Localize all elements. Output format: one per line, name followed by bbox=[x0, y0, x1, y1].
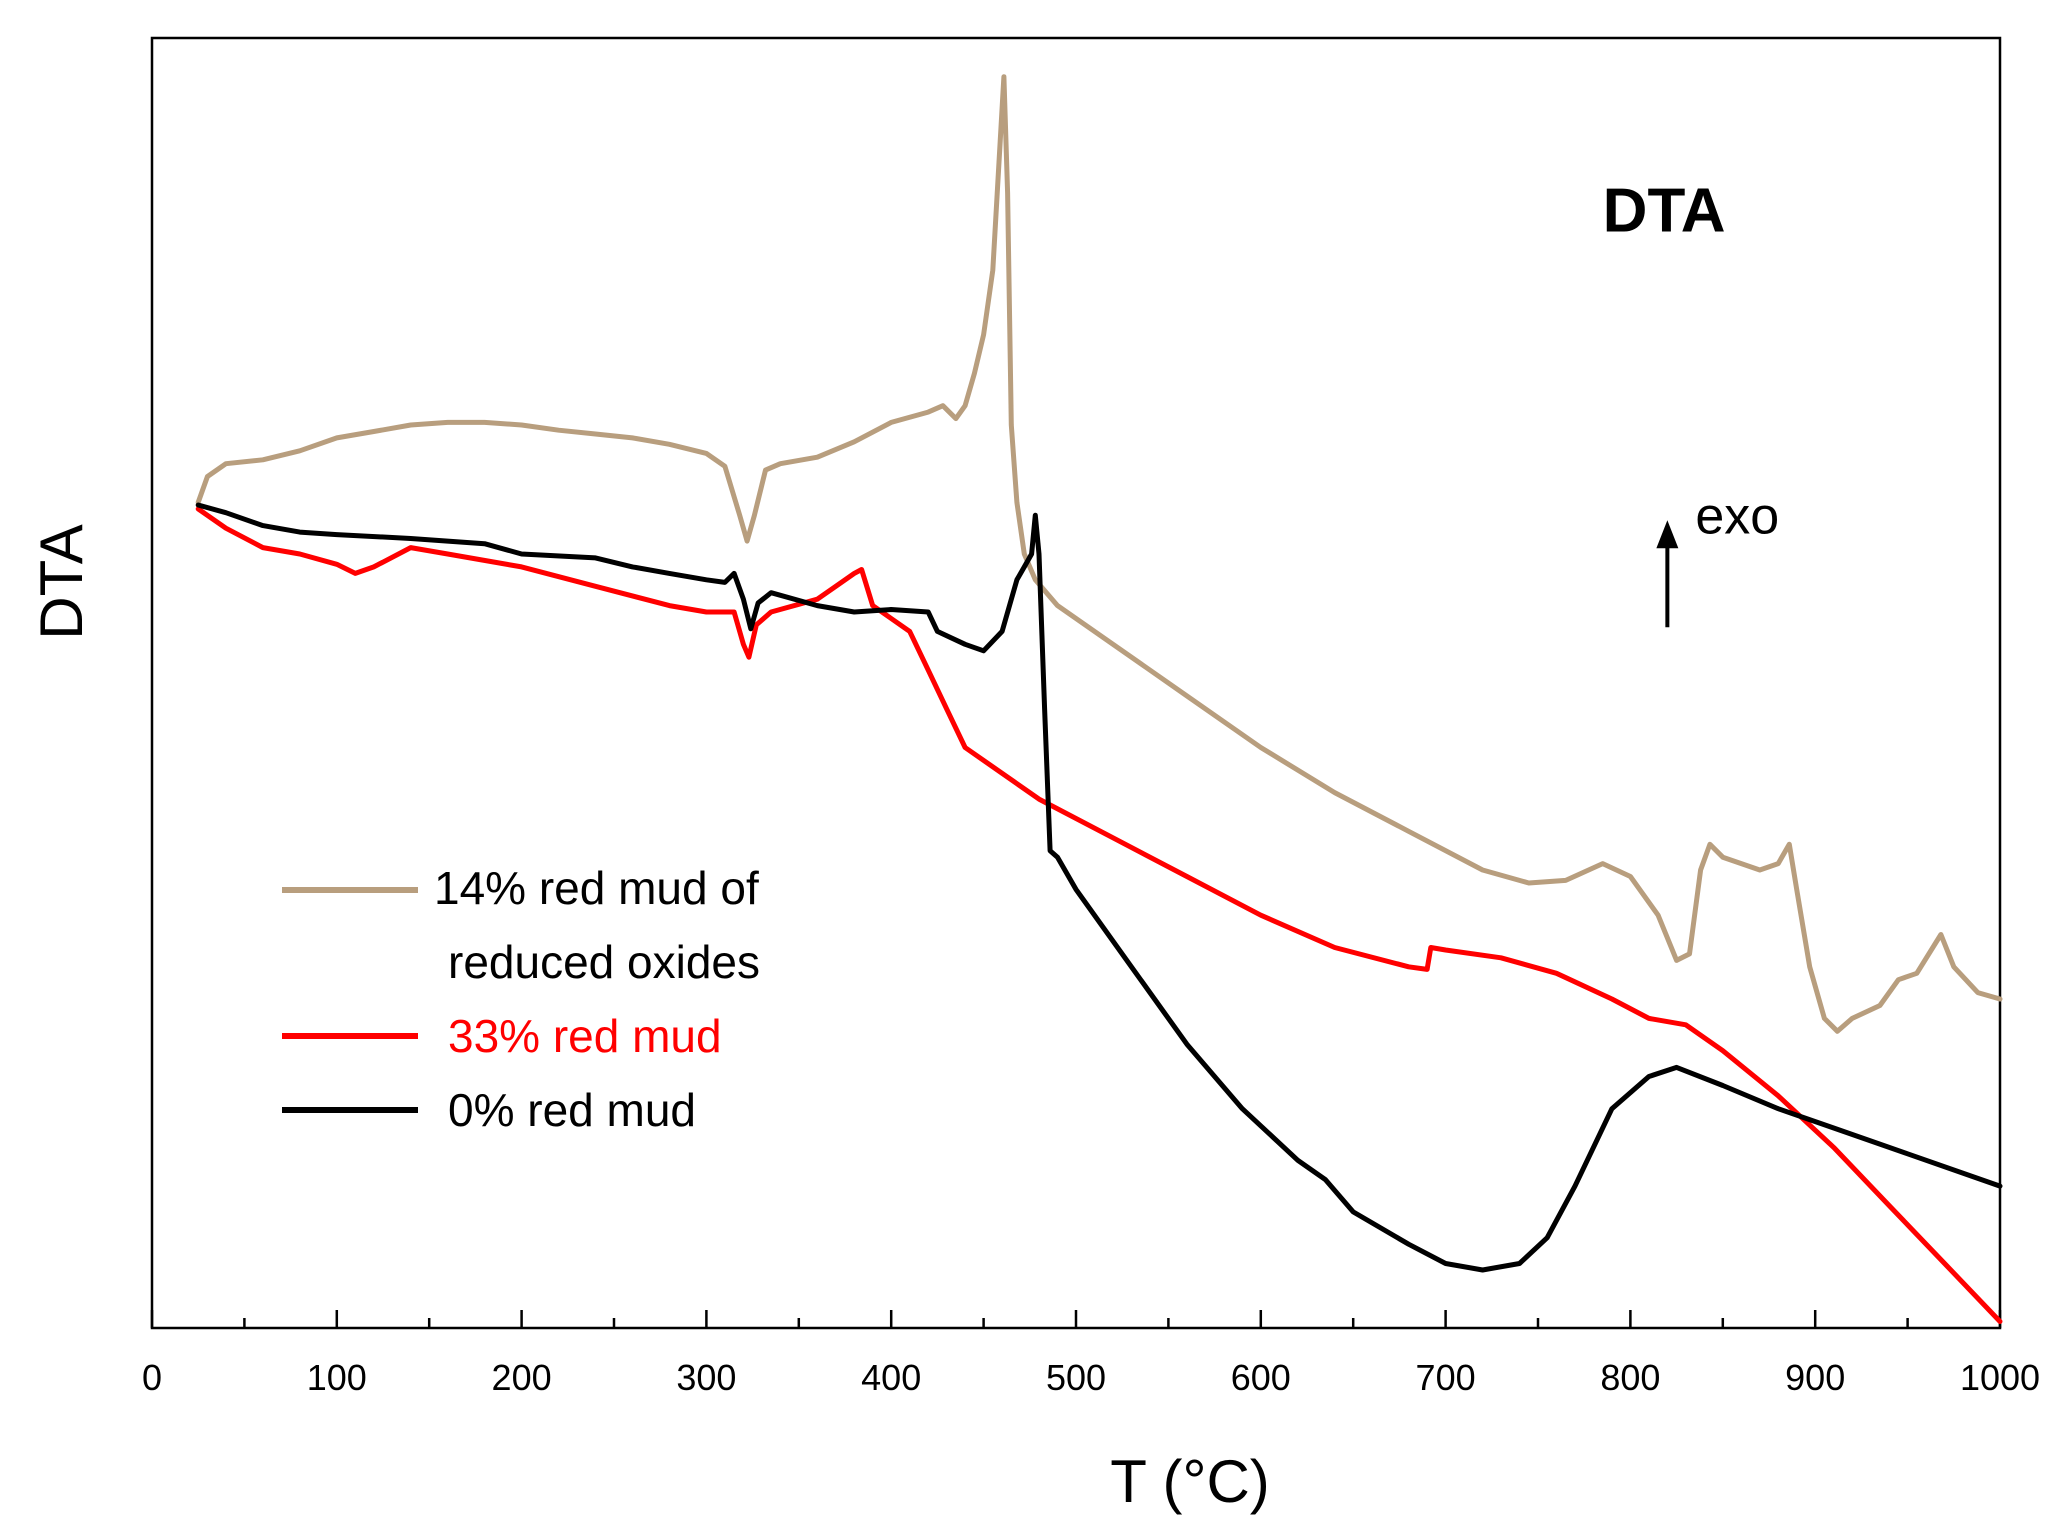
legend: 14% red mud of reduced oxides 33% red mud 0… bbox=[282, 862, 760, 1136]
legend-label-2: 33% red mud bbox=[448, 1010, 722, 1062]
x-tick-label: 100 bbox=[307, 1357, 367, 1398]
series-line-1 bbox=[195, 74, 2003, 1034]
series-line-3 bbox=[195, 502, 2003, 1273]
x-tick-label: 200 bbox=[492, 1357, 552, 1398]
x-axis-tick-labels: 0 100 200 300 400 500 600 700 800 900 1000 bbox=[142, 1357, 2040, 1398]
y-axis-title: DTA bbox=[28, 524, 95, 640]
x-tick-label: 1000 bbox=[1960, 1357, 2040, 1398]
x-tick-label: 300 bbox=[676, 1357, 736, 1398]
annotation-exo: exo bbox=[1695, 487, 1779, 545]
x-axis-title: T (°C) bbox=[1110, 1448, 1270, 1515]
series-layer bbox=[195, 74, 2003, 1324]
x-tick-label: 600 bbox=[1231, 1357, 1291, 1398]
x-tick-label: 900 bbox=[1785, 1357, 1845, 1398]
legend-label-1: 14% red mud of bbox=[434, 862, 759, 914]
annotation-dta: DTA bbox=[1603, 177, 1726, 246]
x-tick-label: 400 bbox=[861, 1357, 921, 1398]
legend-label-1: reduced oxides bbox=[448, 936, 760, 988]
exo-arrowhead-icon bbox=[1656, 520, 1679, 549]
x-tick-label: 500 bbox=[1046, 1357, 1106, 1398]
x-tick-label: 0 bbox=[142, 1357, 162, 1398]
legend-label-3: 0% red mud bbox=[448, 1084, 696, 1136]
x-tick-label: 700 bbox=[1416, 1357, 1476, 1398]
x-tick-label: 800 bbox=[1600, 1357, 1660, 1398]
series-line-2 bbox=[195, 506, 2003, 1324]
